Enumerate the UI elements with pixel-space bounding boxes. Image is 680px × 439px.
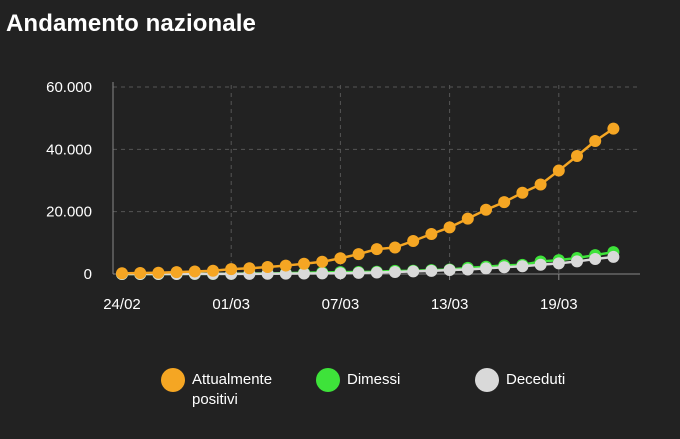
- x-tick-label: 24/02: [103, 296, 141, 313]
- data-point-attualmente-positivi: [243, 262, 256, 275]
- data-point-attualmente-positivi: [170, 266, 183, 279]
- data-point-deceduti: [389, 266, 401, 279]
- data-point-attualmente-positivi: [152, 266, 165, 279]
- legend-item-attualmente-positivi[interactable]: Attualmente positivi: [161, 360, 272, 410]
- legend-marker-attualmente-positivi: [161, 368, 185, 392]
- data-point-deceduti: [352, 266, 365, 279]
- data-point-attualmente-positivi: [370, 243, 383, 256]
- legend-item-dimessi[interactable]: Dimessi: [316, 360, 400, 392]
- x-tick-label: 13/03: [431, 296, 469, 313]
- data-point-attualmente-positivi: [334, 252, 347, 265]
- legend-label-dimessi: Dimessi: [347, 370, 400, 390]
- data-point-deceduti: [480, 262, 492, 275]
- chart-legend: Attualmente positivi Dimessi Deceduti: [0, 360, 680, 420]
- legend-marker-dimessi: [316, 368, 340, 392]
- data-point-attualmente-positivi: [607, 122, 620, 135]
- data-point-attualmente-positivi: [425, 227, 438, 240]
- legend-item-deceduti[interactable]: Deceduti: [475, 360, 565, 392]
- data-point-deceduti: [534, 258, 547, 271]
- x-tick-label: 19/03: [540, 296, 578, 313]
- data-point-attualmente-positivi: [407, 234, 420, 247]
- data-point-deceduti: [516, 260, 529, 273]
- data-point-attualmente-positivi: [498, 196, 511, 209]
- data-point-deceduti: [461, 263, 474, 276]
- legend-marker-deceduti: [475, 368, 499, 392]
- data-point-deceduti: [571, 255, 583, 268]
- data-point-attualmente-positivi: [571, 150, 583, 163]
- data-point-deceduti: [552, 257, 565, 270]
- data-point-attualmente-positivi: [589, 134, 602, 147]
- data-point-attualmente-positivi: [443, 221, 456, 234]
- data-point-attualmente-positivi: [279, 259, 292, 272]
- y-tick-label: 40.000: [46, 141, 92, 158]
- y-tick-label: 60.000: [46, 79, 92, 96]
- data-point-attualmente-positivi: [298, 257, 310, 270]
- legend-label-attualmente-positivi: Attualmente positivi: [192, 370, 272, 410]
- legend-label-line2: positivi: [192, 391, 238, 408]
- data-point-attualmente-positivi: [261, 260, 274, 273]
- data-point-attualmente-positivi: [552, 164, 565, 177]
- data-point-deceduti: [407, 265, 420, 278]
- data-point-attualmente-positivi: [134, 267, 147, 280]
- data-point-attualmente-positivi: [225, 263, 238, 276]
- legend-label-line1: Attualmente: [192, 371, 273, 388]
- data-point-deceduti: [316, 267, 329, 280]
- y-tick-label: 0: [84, 266, 92, 283]
- data-point-attualmente-positivi: [352, 248, 365, 261]
- data-point-attualmente-positivi: [534, 178, 547, 191]
- data-point-deceduti: [607, 250, 620, 263]
- data-point-deceduti: [498, 261, 511, 274]
- series-line-attualmente-positivi: [121, 127, 615, 275]
- data-point-attualmente-positivi: [116, 267, 128, 280]
- data-point-deceduti: [334, 267, 347, 280]
- y-tick-label: 20.000: [46, 204, 92, 221]
- data-point-deceduti: [425, 264, 438, 277]
- x-tick-label: 01/03: [212, 296, 250, 313]
- x-tick-label: 07/03: [322, 296, 360, 313]
- data-point-attualmente-positivi: [480, 203, 492, 216]
- data-point-attualmente-positivi: [316, 255, 329, 268]
- data-point-attualmente-positivi: [461, 212, 474, 225]
- data-point-attualmente-positivi: [516, 186, 529, 199]
- data-point-deceduti: [589, 252, 602, 265]
- chart-title: Andamento nazionale: [6, 10, 256, 37]
- legend-label-line1: Dimessi: [347, 371, 401, 388]
- data-point-attualmente-positivi: [207, 264, 219, 277]
- line-chart: 0 20.000 40.000 60.000 24/02 01/03 07/03 13/03 1…: [46, 79, 640, 313]
- data-point-deceduti: [298, 267, 310, 280]
- data-point-attualmente-positivi: [188, 265, 201, 278]
- series-line-deceduti: [121, 255, 614, 276]
- legend-label-deceduti: Deceduti: [506, 370, 565, 390]
- data-point-deceduti: [443, 264, 456, 277]
- data-point-deceduti: [370, 266, 383, 279]
- data-point-attualmente-positivi: [389, 241, 401, 254]
- legend-label-line1: Deceduti: [506, 371, 566, 388]
